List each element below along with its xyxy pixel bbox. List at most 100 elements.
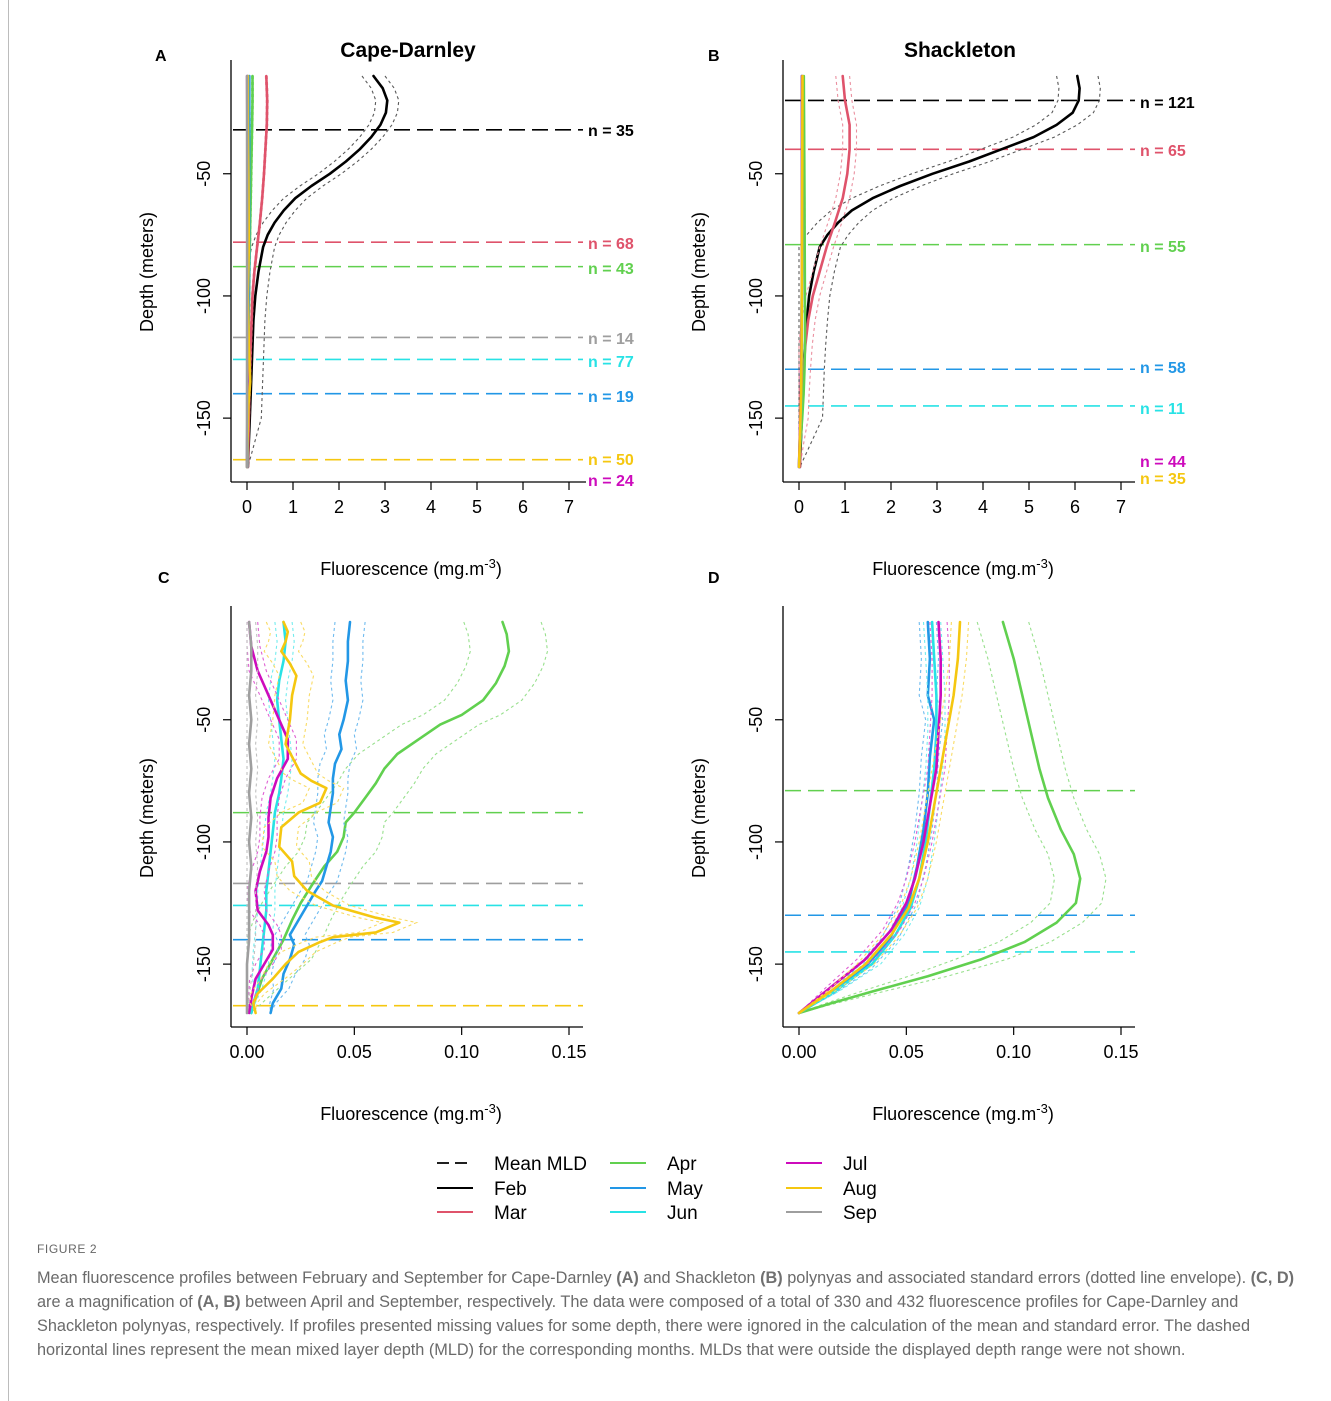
x-axis-label-sup: -3 — [484, 1101, 496, 1116]
mld-count-label-jun: n = 11 — [1140, 401, 1185, 418]
y-tick-label: -150 — [746, 946, 766, 982]
mean-profile-line — [797, 74, 804, 469]
x-tick-label: 0.05 — [337, 1042, 372, 1062]
series-may — [269, 620, 366, 1015]
x-tick-label: 0.15 — [1103, 1042, 1138, 1062]
se-envelope-upper — [255, 621, 419, 1014]
y-tick-label: -150 — [194, 946, 214, 982]
x-tick-label: 5 — [1024, 497, 1034, 517]
legend-label-aug: Aug — [843, 1179, 877, 1200]
y-tick-label: -50 — [746, 707, 766, 733]
caption-run: polynyas and associated standard errors … — [782, 1269, 1251, 1287]
x-tick-label: 4 — [978, 497, 988, 517]
panel-letter: A — [155, 48, 167, 65]
panel-letter: B — [708, 48, 720, 65]
y-tick-label: -100 — [194, 824, 214, 860]
caption-run: between April and September, respectivel… — [37, 1293, 1251, 1359]
x-axis-label-text: Fluorescence (mg.m — [872, 1104, 1036, 1124]
series-jun — [797, 620, 946, 1015]
legend-label-feb: Feb — [494, 1179, 527, 1200]
x-axis-label: Fluorescence (mg.m-3) — [872, 1101, 1054, 1124]
legend-label-may: May — [667, 1179, 703, 1200]
x-tick-label: 3 — [380, 497, 390, 517]
se-envelope-upper — [270, 621, 366, 1014]
se-envelope-upper — [798, 621, 970, 1014]
x-tick-label: 4 — [426, 497, 436, 517]
se-envelope-lower — [798, 621, 933, 1014]
series-feb — [798, 74, 1101, 469]
panel-title: Cape-Darnley — [340, 39, 476, 62]
caption-run: and Shackleton — [638, 1269, 761, 1287]
se-envelope-upper — [248, 621, 297, 1014]
mld-count-label-apr: n = 43 — [588, 261, 634, 278]
figure-label: FIGURE 2 — [37, 1242, 98, 1256]
caption-panel-ref: (A, B) — [197, 1293, 241, 1311]
x-tick-label: 3 — [932, 497, 942, 517]
x-axis-label-close: ) — [496, 559, 502, 579]
x-tick-label: 0.00 — [229, 1042, 264, 1062]
se-envelope-lower — [798, 621, 952, 1014]
se-envelope-upper — [799, 75, 1101, 468]
series-aug — [797, 620, 970, 1015]
mld-count-label-aug: n = 50 — [588, 452, 634, 469]
caption-panel-ref: (C, D) — [1250, 1269, 1295, 1287]
x-axis-label: Fluorescence (mg.m-3) — [872, 556, 1054, 579]
panel-letter: C — [158, 570, 170, 587]
se-envelope-upper — [798, 621, 1107, 1014]
caption-text: Mean fluorescence profiles between Febru… — [37, 1266, 1307, 1362]
x-tick-label: 0.15 — [551, 1042, 586, 1062]
x-tick-label: 6 — [1070, 497, 1080, 517]
x-axis-label-close: ) — [1048, 1104, 1054, 1124]
mean-profile-line — [246, 74, 389, 469]
mean-profile-line — [797, 620, 1082, 1015]
mean-profile-line — [269, 620, 352, 1015]
x-axis-label-sup: -3 — [1036, 1101, 1048, 1116]
mean-profile-line — [250, 620, 511, 1015]
mld-count-label-mar: n = 68 — [588, 236, 634, 253]
legend: Mean MLD Feb Mar Apr May Jun Jul Aug Sep — [437, 1154, 877, 1224]
mean-profile-line — [797, 620, 938, 1015]
mean-profile-line — [252, 620, 401, 1015]
mean-profile-line — [250, 620, 287, 1015]
se-envelope-lower — [249, 621, 385, 1014]
se-envelope-lower — [798, 75, 1060, 468]
series-jul — [246, 620, 297, 1015]
y-axis-label: Depth (meters) — [137, 758, 157, 878]
x-axis-label-close: ) — [1048, 559, 1054, 579]
x-axis-label: Fluorescence (mg.m-3) — [320, 556, 502, 579]
x-axis-label-sup: -3 — [1036, 556, 1048, 571]
x-tick-label: 1 — [288, 497, 298, 517]
mld-count-label-may: n = 19 — [588, 389, 634, 406]
panel-D: D 0.00 0.05 0.10 0.15 -50 -100 -150 Fluorescence… — [689, 570, 1139, 1124]
legend-label-mar: Mar — [494, 1203, 527, 1224]
panel-B: B Shackleton 0 1 2 3 4 5 6 7 -50 -100 -150 Fluorescen… — [689, 39, 1195, 579]
mean-profile-line — [797, 620, 962, 1015]
mean-profile-line — [798, 74, 1081, 469]
x-tick-label: 2 — [886, 497, 896, 517]
legend-mld-label: Mean MLD — [494, 1154, 587, 1175]
mld-count-label-feb: n = 121 — [1140, 95, 1195, 112]
x-axis-label: Fluorescence (mg.m-3) — [320, 1101, 502, 1124]
frame-border — [8, 0, 9, 1401]
legend-label-sep: Sep — [843, 1203, 877, 1224]
x-tick-label: 0.00 — [781, 1042, 816, 1062]
mean-profile-line — [797, 620, 942, 1015]
y-axis-label: Depth (meters) — [689, 758, 709, 878]
x-tick-label: 0 — [242, 497, 252, 517]
caption-run: are a magnification of — [37, 1293, 198, 1311]
series-aug — [797, 74, 804, 469]
panel-A: A Cape-Darnley 0 1 2 3 4 5 6 7 -50 -100 -150 Fluoresc… — [137, 39, 634, 579]
y-axis-label: Depth (meters) — [137, 212, 157, 332]
mld-count-label-aug: n = 35 — [1140, 471, 1186, 488]
mld-count-label-jun: n = 77 — [588, 354, 634, 371]
se-envelope-lower — [269, 621, 336, 1014]
mean-profile-line — [798, 74, 851, 469]
mld-count-label-may: n = 58 — [1140, 360, 1186, 377]
x-axis-label-text: Fluorescence (mg.m — [320, 559, 484, 579]
caption-panel-ref: (B) — [760, 1269, 783, 1287]
mld-count-label-sep: n = 14 — [588, 331, 634, 348]
series-apr — [797, 620, 1107, 1015]
series-jun — [250, 620, 295, 1015]
mean-profile-line — [245, 620, 253, 1015]
mean-profile-line — [797, 620, 936, 1015]
